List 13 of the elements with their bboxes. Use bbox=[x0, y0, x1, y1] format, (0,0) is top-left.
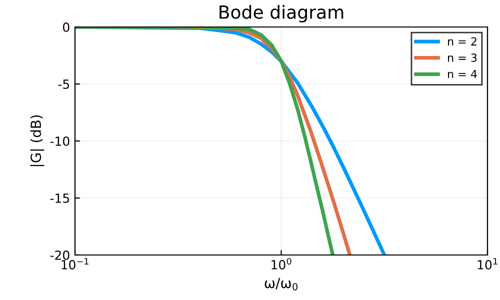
legend-label: n = 2 bbox=[448, 37, 476, 46]
x-tick-label: 10$^{0}$ bbox=[272, 258, 292, 270]
y-tick-label: -20 bbox=[50, 250, 70, 260]
x-axis-title: ω/ω$_{0}$ bbox=[264, 278, 298, 290]
y-tick-label: -10 bbox=[50, 136, 70, 146]
y-tick-label: 0 bbox=[63, 22, 70, 32]
chart-title: Bode diagram bbox=[220, 4, 344, 22]
y-tick-label: -15 bbox=[50, 194, 70, 203]
x-tick-label: 10$^{1}$ bbox=[478, 258, 498, 270]
legend-label: n = 3 bbox=[448, 54, 477, 62]
legend-label: n = 4 bbox=[448, 70, 477, 78]
y-tick-label: -5 bbox=[58, 80, 70, 89]
y-axis-title: |G| (dB) bbox=[30, 115, 44, 166]
